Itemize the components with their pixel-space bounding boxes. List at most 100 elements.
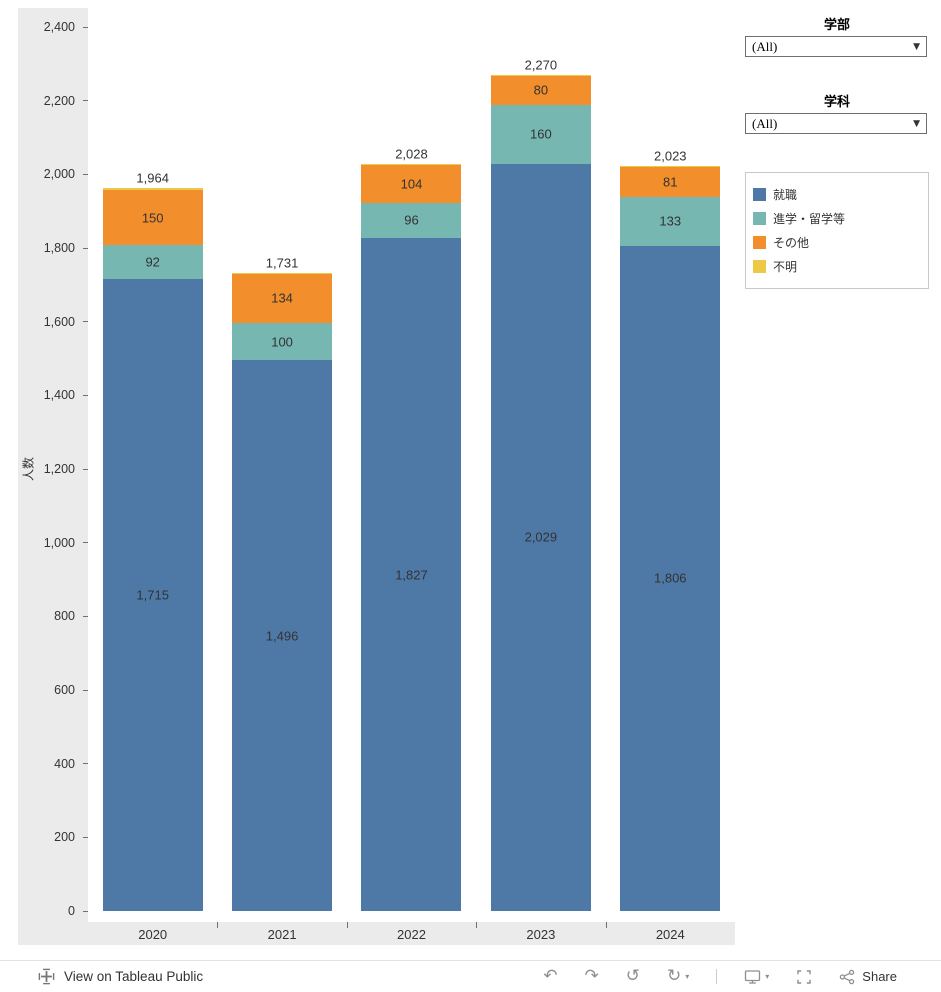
y-tick-label: 1,400 <box>43 388 75 403</box>
bar-segment[interactable] <box>490 163 591 911</box>
y-tick-mark <box>83 763 88 765</box>
y-tick-label: 400 <box>54 756 75 771</box>
y-tick: 1,800 <box>44 241 88 255</box>
redo-icon[interactable]: ↷ <box>584 966 599 986</box>
bar-segment[interactable] <box>620 166 721 197</box>
filter-panel: 学部 (All) ▼ 学科 (All) ▼ 就職 進学・留学等 その他 不明 <box>745 8 929 938</box>
bar-segment[interactable] <box>620 245 721 911</box>
bar-segment[interactable] <box>102 187 203 191</box>
undo-icon[interactable]: ↶ <box>543 966 558 986</box>
y-tick-mark <box>83 689 88 691</box>
y-tick: 1,000 <box>44 536 88 550</box>
legend-swatch <box>753 211 766 225</box>
bar-segment[interactable] <box>361 164 462 203</box>
y-axis-ticks: 0 200 400 600 800 1,000 1,200 1,400 1,600 1,800 2,… <box>18 20 88 918</box>
caret-down-icon[interactable]: ▼ <box>913 41 920 52</box>
y-tick-mark <box>83 173 88 175</box>
y-tick: 2,200 <box>44 94 88 108</box>
y-tick-label: 800 <box>54 609 75 624</box>
y-tick-label: 2,000 <box>43 167 75 182</box>
y-tick-mark <box>83 836 88 838</box>
download-icon <box>745 969 761 984</box>
y-tick-mark <box>83 394 88 396</box>
y-tick-label: 200 <box>54 830 75 845</box>
y-tick-label: 1,200 <box>43 462 75 476</box>
bar-segment[interactable] <box>102 190 203 246</box>
y-tick-mark <box>83 321 88 323</box>
refresh-icon: ↻ <box>667 966 682 986</box>
share-label: Share <box>862 969 897 984</box>
y-tick-mark <box>83 468 88 470</box>
y-tick: 600 <box>54 683 88 697</box>
legend-item[interactable]: 不明 <box>753 254 921 278</box>
tableau-logo-icon[interactable] <box>38 968 55 985</box>
bar-group-2020: 1,715 92 150 1,964 <box>88 27 217 911</box>
toolbar-actions: ↶ ↷ ↺ ↻ ▾ ▾ Share <box>543 968 897 985</box>
view-on-tableau-public-link[interactable]: View on Tableau Public <box>64 969 204 984</box>
bar-segment[interactable] <box>361 202 462 239</box>
y-tick-label: 1,600 <box>43 314 75 329</box>
bar-segment[interactable] <box>490 104 591 164</box>
bar-segment[interactable] <box>620 165 721 167</box>
bar-segment[interactable] <box>620 196 721 246</box>
x-tick-mark <box>476 922 478 928</box>
faculty-filter-dropdown[interactable]: (All) ▼ <box>745 36 927 57</box>
y-tick: 800 <box>54 609 88 623</box>
y-axis: 人数 0 200 400 600 800 1,000 1,200 1,400 1,600 1,80… <box>18 8 88 922</box>
bar-segment[interactable] <box>102 279 203 911</box>
caret-down-icon[interactable]: ▼ <box>913 118 920 129</box>
y-tick-mark <box>83 615 88 617</box>
caret-down-icon: ▾ <box>765 972 770 981</box>
legend-swatch <box>753 259 766 273</box>
x-tick-mark <box>217 922 219 928</box>
bar-segment[interactable] <box>102 245 203 280</box>
y-tick-label: 1,800 <box>43 241 75 255</box>
share-button[interactable]: Share <box>839 969 897 985</box>
y-tick: 400 <box>54 757 88 771</box>
y-tick-mark <box>83 100 88 102</box>
department-filter-value: (All) <box>752 115 778 131</box>
bar-2020: 1,715 92 150 1,964 <box>102 27 203 911</box>
bar-total-label: 2,270 <box>524 57 558 73</box>
download-menu-button[interactable]: ▾ <box>744 969 769 985</box>
bar-segment[interactable] <box>361 238 462 911</box>
y-tick: 2,400 <box>44 20 88 34</box>
legend-item[interactable]: 就職 <box>753 182 921 206</box>
y-tick-label: 2,400 <box>43 20 75 34</box>
bar-total-label: 2,023 <box>654 148 687 164</box>
toolbar-branding: View on Tableau Public <box>38 968 203 985</box>
legend-swatch <box>753 235 766 249</box>
y-tick: 1,200 <box>44 462 88 476</box>
y-tick-label: 2,200 <box>43 93 75 108</box>
x-axis: 2020 2021 2022 2023 2024 <box>18 922 735 945</box>
fullscreen-icon[interactable] <box>796 969 812 985</box>
y-tick-mark <box>83 910 88 912</box>
y-tick-mark <box>83 26 88 28</box>
legend-swatch <box>753 187 766 201</box>
refresh-menu-button[interactable]: ↻ ▾ <box>667 968 689 985</box>
legend-label: 不明 <box>773 259 798 274</box>
y-tick-label: 0 <box>68 904 75 918</box>
bar-total-label: 1,964 <box>136 170 169 186</box>
y-tick-label: 600 <box>54 683 75 697</box>
bar-group-2021: 1,496 100 134 1,731 <box>217 27 346 911</box>
bar-segment[interactable] <box>490 75 591 105</box>
plot-area: 1,715 92 150 1,964 1,496 100 134 1,731 1,827 96 10… <box>88 27 735 911</box>
legend-item[interactable]: その他 <box>753 230 921 254</box>
legend: 就職 進学・留学等 その他 不明 <box>745 172 929 289</box>
department-filter-dropdown[interactable]: (All) ▼ <box>745 113 927 134</box>
legend-label: その他 <box>773 235 810 250</box>
replay-icon[interactable]: ↺ <box>625 966 641 986</box>
caret-down-icon: ▾ <box>685 972 690 981</box>
legend-item[interactable]: 進学・留学等 <box>753 206 921 230</box>
y-tick-mark <box>83 247 88 249</box>
bar-total-label: 2,028 <box>395 146 428 162</box>
bar-segment[interactable] <box>232 359 333 911</box>
y-tick: 1,600 <box>44 315 88 329</box>
bar-segment[interactable] <box>232 323 333 360</box>
faculty-filter-title: 学部 <box>823 17 850 32</box>
y-tick: 1,400 <box>44 388 88 402</box>
legend-label: 就職 <box>773 187 798 202</box>
bar-segment[interactable] <box>232 273 333 324</box>
bar-group-2022: 1,827 96 104 2,028 <box>347 27 476 911</box>
